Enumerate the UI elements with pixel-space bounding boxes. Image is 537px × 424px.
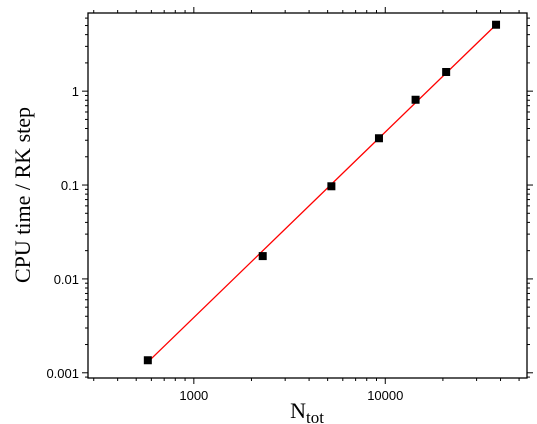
fit-line-group [147, 24, 497, 363]
y-tick-label: 0.01 [54, 272, 79, 287]
data-points [143, 20, 501, 365]
x-tick-label: 10000 [367, 388, 403, 403]
y-axis-title: CPU time / RK step [10, 107, 35, 283]
y-tick-label: 0.1 [61, 178, 79, 193]
x-axis-title-main: N [290, 398, 306, 423]
data-point [411, 95, 420, 104]
y-tick-label: 0.001 [46, 366, 79, 381]
fit-line [147, 24, 497, 363]
y-tick-label: 1 [72, 84, 79, 99]
plot-frame [87, 12, 528, 379]
axis-ticks [82, 7, 533, 384]
x-axis-title-subscript: tot [306, 408, 324, 424]
data-point [442, 67, 451, 76]
data-point [143, 356, 152, 365]
data-point [492, 20, 501, 29]
data-point [327, 182, 336, 191]
x-tick-label: 1000 [179, 388, 208, 403]
axis-tick-labels: 1000 10000 0.001 0.01 0.1 1 [46, 84, 403, 403]
x-axis-title: Ntot [290, 398, 324, 424]
data-point [374, 134, 383, 143]
data-point [258, 252, 267, 261]
